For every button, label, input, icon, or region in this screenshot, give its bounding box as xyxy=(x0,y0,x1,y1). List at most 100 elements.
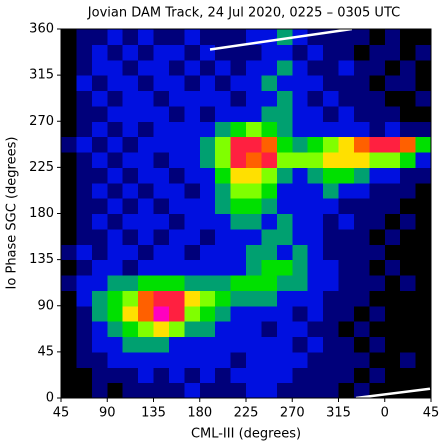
heat-cell xyxy=(122,321,139,337)
heat-cell xyxy=(107,228,124,245)
heat-cell xyxy=(199,321,216,337)
heat-cell xyxy=(384,244,401,261)
heat-cell xyxy=(415,321,431,337)
heat-cell xyxy=(215,259,232,276)
heat-cell xyxy=(107,367,124,384)
heat-cell xyxy=(369,213,386,230)
heat-cell xyxy=(153,121,170,138)
heat-cell xyxy=(246,305,262,322)
heat-cell xyxy=(76,351,93,368)
heat-cell xyxy=(323,382,339,398)
heat-cell xyxy=(415,244,431,261)
heat-cell xyxy=(261,75,278,91)
heat-cell xyxy=(199,75,216,91)
heat-cell xyxy=(61,290,77,307)
heat-cell xyxy=(369,59,386,76)
heat-cell xyxy=(76,198,93,214)
heat-cell xyxy=(292,275,309,291)
heat-cell xyxy=(199,59,216,76)
heat-cell xyxy=(384,228,401,245)
heat-cell xyxy=(338,59,355,76)
heat-cell xyxy=(61,29,77,45)
heat-cell xyxy=(307,182,324,199)
heat-cell xyxy=(353,290,370,307)
y-tick-label: 315 xyxy=(29,68,54,83)
heat-cell xyxy=(153,382,170,398)
heat-cell xyxy=(338,244,355,261)
heat-cell xyxy=(384,167,401,184)
heat-cell xyxy=(338,44,355,61)
heat-cell xyxy=(261,382,278,398)
heat-cell xyxy=(400,182,417,199)
heat-cell xyxy=(199,105,216,122)
heat-cell xyxy=(415,44,431,61)
heat-cell xyxy=(168,367,185,384)
heat-cell xyxy=(107,167,124,184)
heat-cell xyxy=(61,198,77,214)
heat-cell xyxy=(61,105,77,122)
heat-cell xyxy=(199,167,216,184)
heat-cell xyxy=(184,228,201,245)
heat-cell xyxy=(338,259,355,276)
heat-cell xyxy=(168,198,185,214)
heat-cell xyxy=(353,244,370,261)
x-tick-label: 90 xyxy=(99,406,116,421)
heat-cell xyxy=(184,44,201,61)
y-tick-label: 225 xyxy=(29,160,54,175)
heat-cell xyxy=(292,321,309,337)
heat-cell xyxy=(261,321,278,337)
heat-cell xyxy=(261,228,278,245)
heat-cell xyxy=(353,213,370,230)
heat-cell xyxy=(168,351,185,368)
heat-cell xyxy=(276,152,293,168)
heat-cell xyxy=(61,259,77,276)
heat-cell xyxy=(307,336,324,353)
heat-cell xyxy=(122,29,139,45)
heat-cell xyxy=(384,382,401,398)
heat-cell xyxy=(184,167,201,184)
heat-cell xyxy=(215,382,232,398)
heat-cell xyxy=(415,198,431,214)
heat-cell xyxy=(61,382,77,398)
x-tick-label: 45 xyxy=(423,406,440,421)
heat-cell xyxy=(76,213,93,230)
heat-cell xyxy=(61,213,77,230)
heat-cell xyxy=(400,305,417,322)
heat-cell xyxy=(261,90,278,107)
y-tick-label: 180 xyxy=(29,206,54,221)
heat-cell xyxy=(400,90,417,107)
heat-cell xyxy=(415,182,431,199)
heat-cell xyxy=(168,59,185,76)
heat-cell xyxy=(292,59,309,76)
heat-cell xyxy=(91,136,108,153)
x-tick-label: 0 xyxy=(381,406,389,421)
heat-cell xyxy=(184,367,201,384)
heat-cell xyxy=(107,90,124,107)
heat-cell xyxy=(246,336,262,353)
heat-cell xyxy=(292,198,309,214)
heat-cell xyxy=(61,336,77,353)
heat-cell xyxy=(353,351,370,368)
heat-cell xyxy=(400,259,417,276)
heat-cell xyxy=(276,336,293,353)
heat-cell xyxy=(230,152,247,168)
heat-cell xyxy=(369,367,386,384)
heat-cell xyxy=(122,259,139,276)
heat-cell xyxy=(307,136,324,153)
heat-cell xyxy=(246,213,262,230)
heat-cell xyxy=(276,382,293,398)
heat-cell xyxy=(199,213,216,230)
heat-cell xyxy=(107,121,124,138)
heat-cell xyxy=(107,152,124,168)
heat-cell xyxy=(323,44,339,61)
heat-cell xyxy=(215,29,232,45)
heat-cell xyxy=(261,182,278,199)
heat-cell xyxy=(369,305,386,322)
heat-cell xyxy=(122,44,139,61)
heat-cell xyxy=(261,44,278,61)
heat-cell xyxy=(353,105,370,122)
chart-title: Jovian DAM Track, 24 Jul 2020, 0225 – 03… xyxy=(87,6,400,21)
heat-cell xyxy=(138,351,154,368)
heat-cell xyxy=(76,29,93,45)
heat-cell xyxy=(168,259,185,276)
